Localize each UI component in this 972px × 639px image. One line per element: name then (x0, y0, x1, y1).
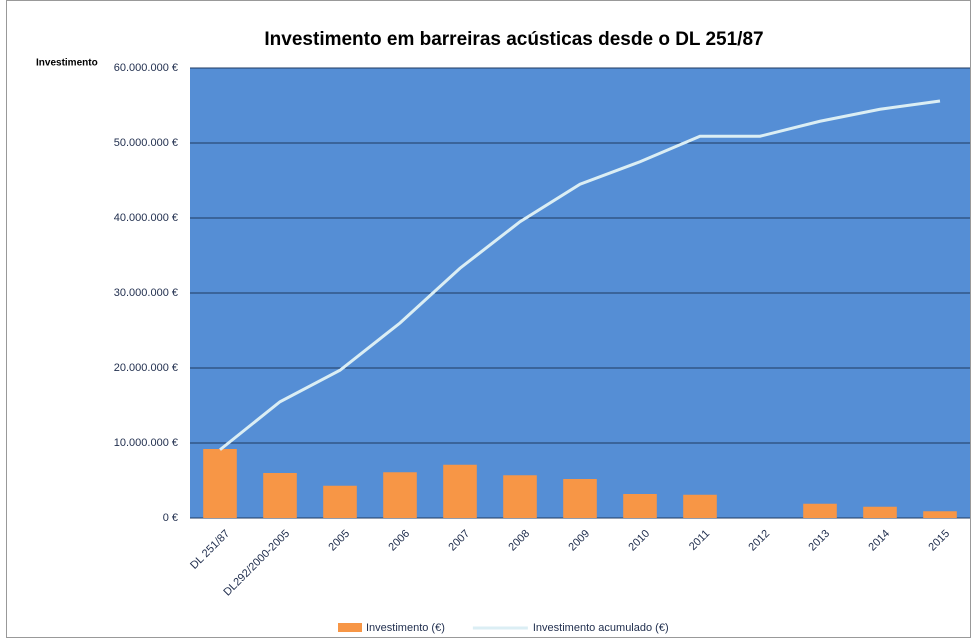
y-tick-label: 30.000.000 € (114, 287, 178, 299)
line (219, 99, 941, 451)
bar (323, 485, 357, 518)
bar (503, 475, 537, 518)
y-tick-label: 0 € (163, 512, 178, 524)
bar (923, 511, 957, 518)
y-tick-label: 20.000.000 € (114, 362, 178, 374)
bar (683, 494, 717, 518)
chart-title: Investimento em barreiras acústicas desd… (264, 29, 763, 50)
bar (623, 494, 657, 518)
legend-label: Investimento (€) (366, 622, 445, 634)
y-axis-label: Investimento (36, 58, 98, 69)
legend-swatch (338, 623, 362, 632)
bar (803, 503, 837, 518)
y-tick-label: 60.000.000 € (114, 62, 178, 74)
bar (263, 473, 297, 518)
legend-label: Investimento acumulado (€) (533, 622, 669, 634)
bar (563, 479, 597, 518)
bar (863, 506, 897, 518)
y-tick-label: 50.000.000 € (114, 137, 178, 149)
y-tick-label: 10.000.000 € (114, 437, 178, 449)
bar (383, 472, 417, 518)
y-tick-label: 40.000.000 € (114, 212, 178, 224)
bar (203, 449, 237, 518)
bar (443, 464, 477, 518)
